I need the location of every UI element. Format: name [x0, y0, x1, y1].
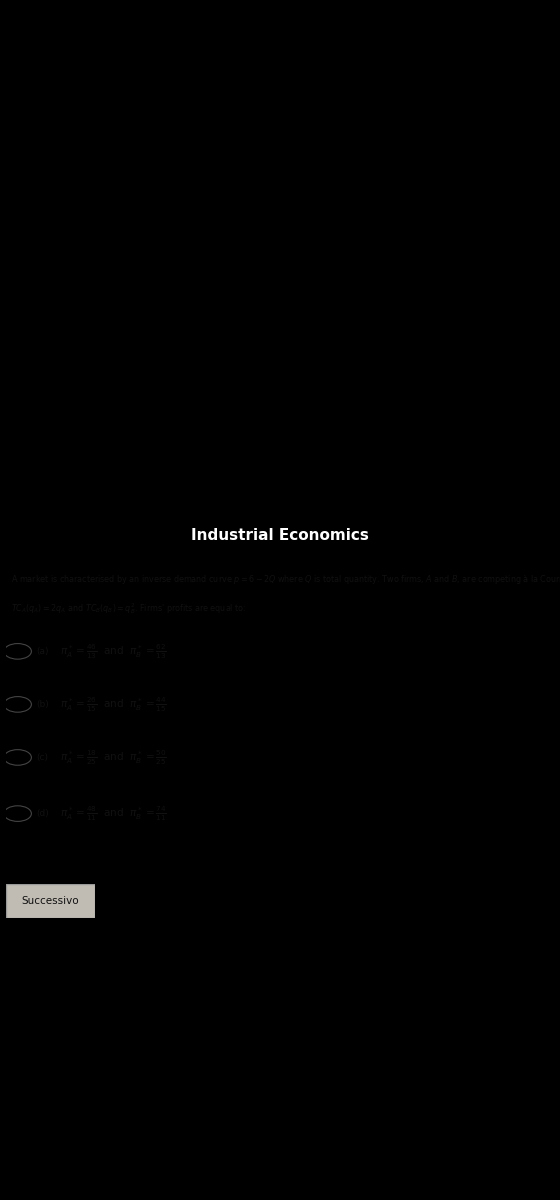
FancyBboxPatch shape	[6, 884, 95, 918]
Text: Successivo: Successivo	[22, 896, 79, 906]
Text: $\pi_A^* = \frac{48}{11}$  and  $\pi_B^* = \frac{74}{11}$: $\pi_A^* = \frac{48}{11}$ and $\pi_B^* =…	[60, 804, 167, 823]
Text: (a): (a)	[36, 647, 48, 656]
Text: $\pi_A^* = \frac{26}{15}$  and  $\pi_B^* = \frac{44}{15}$: $\pi_A^* = \frac{26}{15}$ and $\pi_B^* =…	[60, 695, 167, 714]
Text: Industrial Economics: Industrial Economics	[191, 528, 369, 542]
Text: $\pi_A^* = \frac{18}{25}$  and  $\pi_B^* = \frac{50}{25}$: $\pi_A^* = \frac{18}{25}$ and $\pi_B^* =…	[60, 749, 167, 767]
Text: A market is characterised by an inverse demand curve $p = 6 - 2Q$ where $Q$ is t: A market is characterised by an inverse …	[11, 574, 560, 587]
Text: $\pi_A^* = \frac{46}{13}$  and  $\pi_B^* = \frac{62}{13}$: $\pi_A^* = \frac{46}{13}$ and $\pi_B^* =…	[60, 642, 167, 660]
Text: (b): (b)	[36, 700, 49, 709]
Text: (d): (d)	[36, 809, 49, 818]
Text: $TC_A(q_A) = 2q_A$ and $TC_B(q_B) = q_B^2$. Firms' profits are equal to:: $TC_A(q_A) = 2q_A$ and $TC_B(q_B) = q_B^…	[11, 601, 246, 617]
Text: (c): (c)	[36, 752, 48, 762]
